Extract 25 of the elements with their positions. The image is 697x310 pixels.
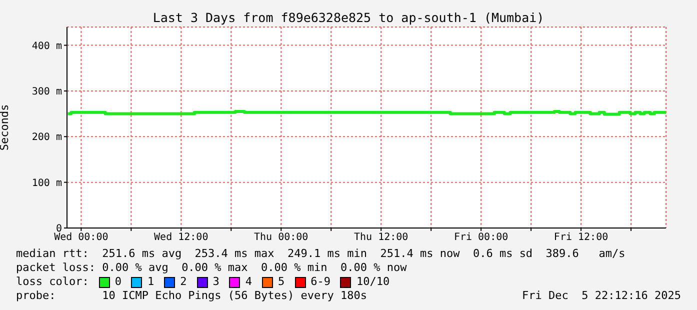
legend-label: 1	[147, 275, 154, 289]
x-tick-label: Fri 12:00	[554, 232, 608, 244]
text: median rtt: 251.6 ms avg 253.4 ms max 249.1 ms min 251.4 ms now 0.6 ms sd 389.6 am/s	[16, 247, 626, 261]
text: probe: 10 ICMP Echo Pings (56 Bytes) every 180s	[16, 289, 367, 303]
chart-title: Last 3 Days from f89e6328e825 to ap-south-1 (Mumbai)	[152, 10, 546, 25]
legend-label: 6-9	[310, 275, 330, 289]
text: packet loss: 0.00 % avg 0.00 % max 0.00 % min 0.00 % now	[16, 261, 408, 275]
x-tick-label: Thu 00:00	[254, 232, 308, 244]
y-tick-label: 100 m	[32, 178, 62, 189]
legend-label: 0	[114, 275, 122, 289]
legend-label: 3	[212, 275, 220, 289]
x-tick-label: Wed 12:00	[154, 232, 208, 244]
x-tick-label: Fri 00:00	[454, 232, 508, 244]
y-tick-label: 200 m	[32, 132, 62, 144]
x-tick-label: Wed 00:00	[54, 232, 108, 244]
y-axis-title: Seconds	[0, 104, 11, 151]
y-tick-label: 400 m	[32, 40, 62, 52]
legend-label: 5	[278, 275, 285, 289]
legend-title: loss color:	[16, 275, 89, 289]
text: Fri Dec 5 22:12:16 2025	[522, 289, 681, 303]
y-tick-label: 300 m	[32, 86, 62, 98]
legend-label: 4	[245, 275, 252, 289]
legend-label: 2	[180, 275, 187, 289]
x-tick-label: Thu 12:00	[354, 232, 408, 244]
legend-label: 10/10	[356, 275, 390, 289]
